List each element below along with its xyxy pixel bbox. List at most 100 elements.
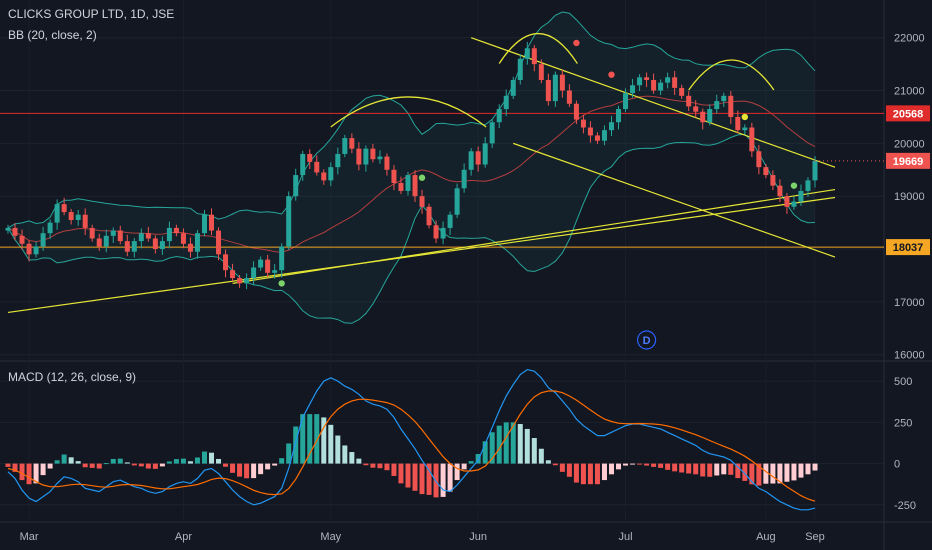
time-tick-label: Jun (469, 531, 487, 543)
candle-body (96, 238, 102, 247)
signal-dot (608, 71, 615, 78)
macd-histogram-bar (686, 463, 692, 474)
candle-body (201, 214, 207, 234)
candle-body (258, 259, 264, 268)
candle-body (517, 58, 523, 80)
price-tick-label: 21000 (894, 86, 925, 98)
candle-body (749, 127, 755, 152)
macd-histogram-bar (735, 463, 741, 479)
macd-histogram-bar (342, 445, 348, 464)
candle-body (742, 127, 748, 131)
signal-dot (573, 39, 580, 47)
signal-line (7, 390, 816, 502)
macd-histogram-bar (405, 463, 411, 488)
macd-histogram-bar (440, 463, 446, 497)
candle-body (538, 64, 544, 80)
candle-body (475, 151, 481, 165)
macd-histogram-bar (601, 463, 607, 481)
support-price-badge (886, 239, 930, 256)
macd-histogram-bar (201, 451, 207, 464)
price-tick-label: 19000 (894, 191, 925, 203)
candle-body (440, 227, 446, 239)
signal-dot (418, 174, 426, 181)
time-tick-label: Jul (618, 531, 632, 543)
macd-histogram-bar (293, 426, 299, 464)
macd-histogram-bar (623, 463, 629, 466)
price-tick-label: 17000 (894, 297, 925, 309)
bb-band-fill (8, 12, 815, 324)
macd-histogram-bar (594, 463, 600, 485)
macd-histogram-bar (187, 461, 193, 464)
macd-histogram-bar (672, 463, 678, 472)
macd-histogram-bar (251, 463, 257, 479)
candle-body (447, 214, 453, 228)
macd-histogram-bar (61, 454, 67, 464)
signal-dot (741, 113, 749, 121)
trendline (7, 196, 836, 314)
macd-histogram-bar (461, 463, 467, 470)
macd-histogram-bar (286, 443, 292, 464)
candle-body (244, 278, 250, 284)
macd-histogram-bar (145, 463, 151, 469)
candle-body (644, 77, 650, 80)
dividend-marker (636, 330, 657, 350)
candle-body (580, 119, 586, 128)
macd-histogram-bar (524, 428, 530, 464)
macd-histogram-bar (89, 463, 95, 468)
candle-body (286, 196, 292, 247)
candle-body (209, 214, 215, 231)
macd-histogram-bar (335, 435, 341, 464)
candle-body (784, 196, 790, 207)
candle-body (510, 79, 516, 96)
candle-body (426, 206, 432, 226)
macd-histogram-bar (700, 463, 706, 477)
candle-body (524, 48, 530, 59)
candle-body (587, 127, 593, 136)
macd-histogram-bar (152, 463, 158, 469)
candle-body (314, 161, 320, 173)
macd-histogram-bar (559, 463, 565, 472)
macd-histogram-bar (770, 463, 776, 484)
candle-body (496, 109, 502, 123)
candle-body (61, 204, 67, 213)
last-price-badge (886, 152, 930, 169)
signal-dot (790, 182, 798, 189)
candle-body (328, 167, 334, 181)
candle-body (47, 222, 53, 234)
candle-body (370, 148, 376, 160)
macd-histogram-bar (82, 463, 88, 468)
time-tick-label: Apr (175, 531, 192, 543)
support-price-badge-label: 18037 (893, 242, 924, 254)
macd-histogram-bar (812, 463, 818, 471)
macd-histogram-bar (321, 417, 327, 464)
macd-histogram-bar (510, 422, 516, 464)
candle-body (272, 270, 278, 273)
trendline (513, 142, 836, 258)
candle-body (5, 227, 11, 231)
macd-histogram-bar (40, 463, 46, 476)
macd-histogram-bar (96, 463, 102, 469)
dividend-marker-label: D (643, 335, 651, 347)
bb-upper-line (7, 11, 816, 229)
candle-body (300, 153, 306, 176)
candle-body (608, 122, 614, 131)
symbol-title: CLICKS GROUP LTD, 1D, JSE (8, 7, 175, 21)
macd-histogram-bar (538, 448, 544, 464)
candle-body (728, 95, 734, 117)
macd-histogram-bar (159, 463, 165, 467)
macd-histogram-bar (658, 463, 664, 468)
candle-body (616, 109, 622, 123)
candle-body (623, 93, 629, 110)
macd-histogram-bar (552, 463, 558, 466)
candle-body (686, 95, 692, 107)
candle-body (26, 243, 32, 255)
candle-body (679, 87, 685, 96)
candle-body (805, 180, 811, 191)
macd-histogram-bar (637, 463, 643, 465)
candle-body (693, 106, 699, 112)
macd-histogram-bar (587, 463, 593, 485)
candle-body (223, 254, 229, 271)
macd-histogram-bar (117, 458, 123, 464)
macd-histogram-bar (805, 463, 811, 475)
